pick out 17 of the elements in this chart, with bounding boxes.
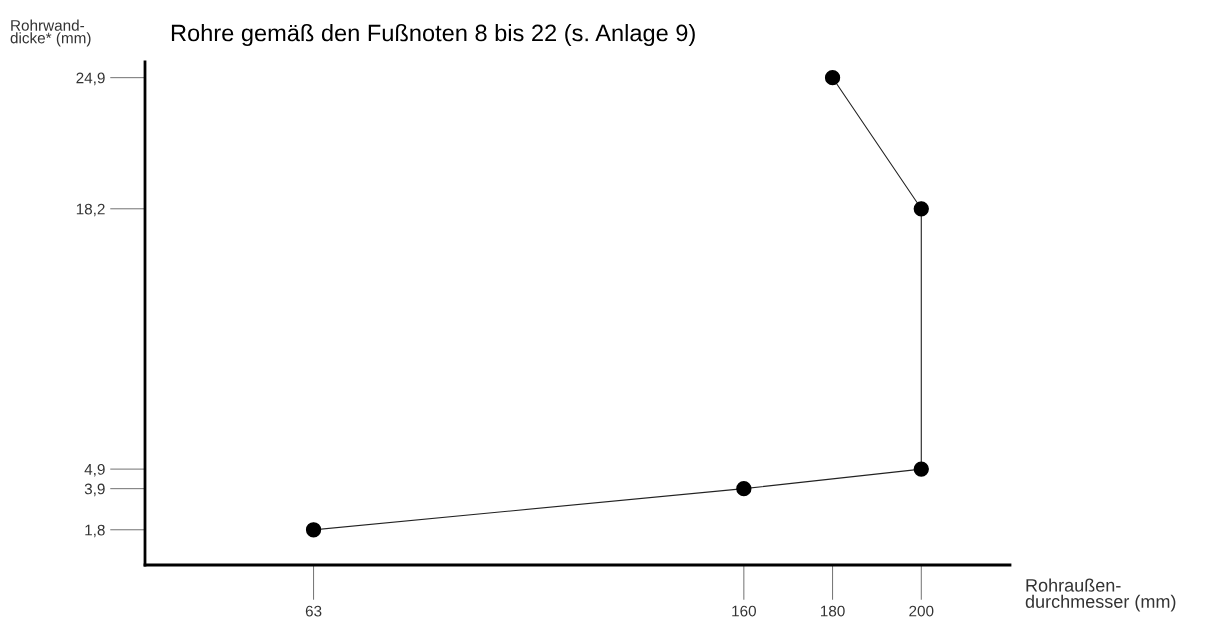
y-tick-label: 18,2 xyxy=(76,203,105,217)
x-tick-label: 160 xyxy=(732,605,756,617)
point xyxy=(824,70,841,86)
x-tick-label: 180 xyxy=(820,605,845,617)
x-axis-title: Rohraußen- durchmesser (mm) xyxy=(1025,578,1176,612)
y-tick-label: 1,8 xyxy=(85,524,105,538)
y-axis-title: Rohrwand- dicke* (mm) xyxy=(10,19,91,47)
y-tick-label: 24,9 xyxy=(76,72,105,86)
point xyxy=(913,201,929,217)
chart-title: Rohre gemäß den Fußnoten 8 bis 22 (s. Anlage 9) xyxy=(171,24,695,46)
point xyxy=(913,461,929,477)
x-tick-label: 200 xyxy=(909,605,934,617)
x-tick-label: 63 xyxy=(305,605,322,617)
y-tick-label: 3,9 xyxy=(84,483,105,497)
point xyxy=(736,481,752,497)
y-tick-label: 4,9 xyxy=(84,463,105,477)
point xyxy=(305,522,322,538)
